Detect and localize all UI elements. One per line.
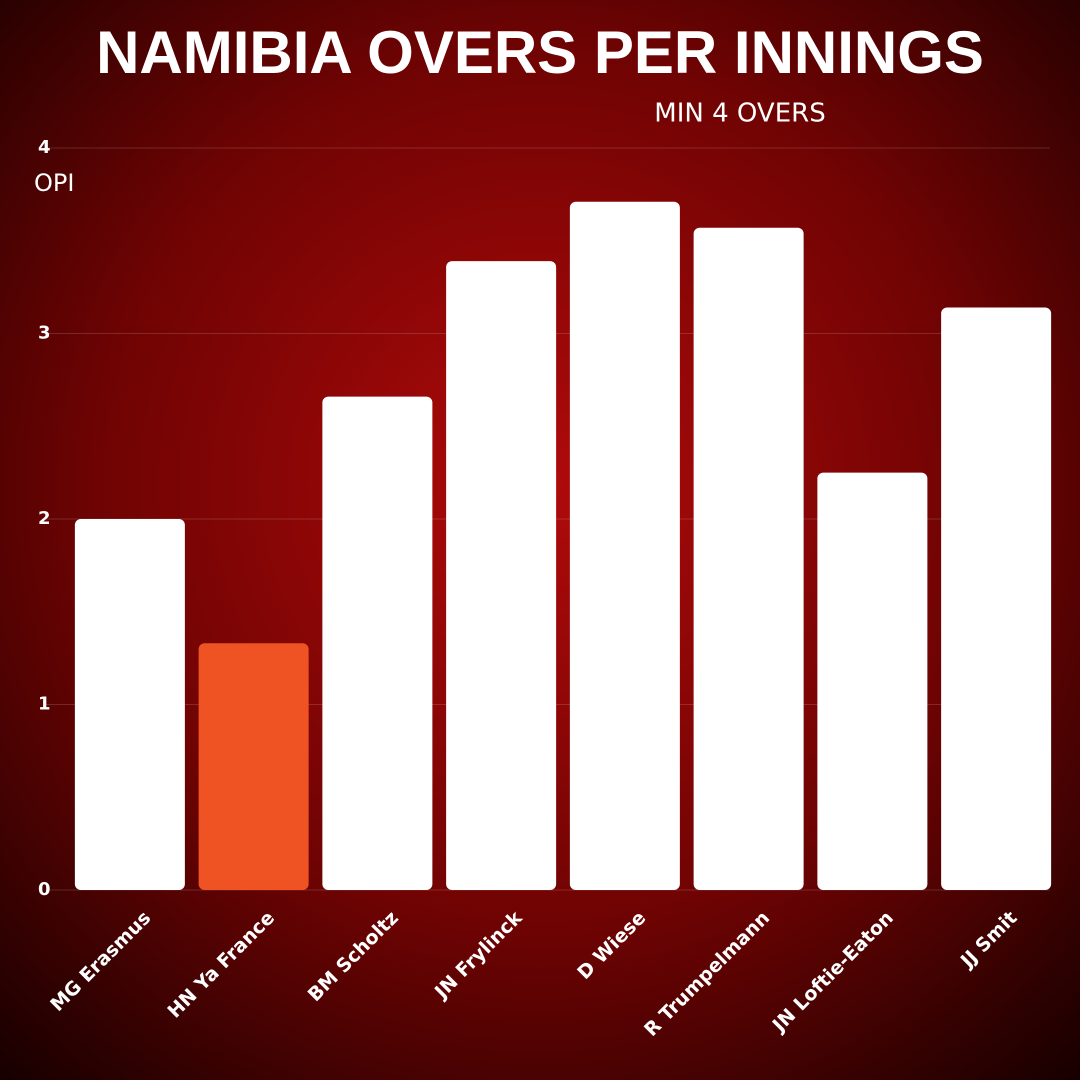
chart-title: NAMIBIA OVERS PER INNINGS	[96, 19, 984, 86]
bar	[74, 519, 185, 890]
bar	[941, 307, 1052, 890]
y-tick-label: 1	[38, 694, 51, 715]
y-tick-label: 0	[38, 879, 51, 900]
bar	[446, 261, 557, 890]
bar	[569, 201, 680, 891]
y-tick-label: 4	[38, 137, 51, 158]
bar	[198, 643, 309, 890]
chart-subtitle: MIN 4 OVERS	[654, 99, 825, 129]
bar	[322, 396, 433, 890]
y-tick-label: 2	[38, 508, 51, 529]
bar	[693, 227, 804, 890]
bar	[817, 472, 928, 890]
y-tick-label: 3	[38, 323, 51, 344]
y-axis-label: OPI	[34, 169, 74, 197]
